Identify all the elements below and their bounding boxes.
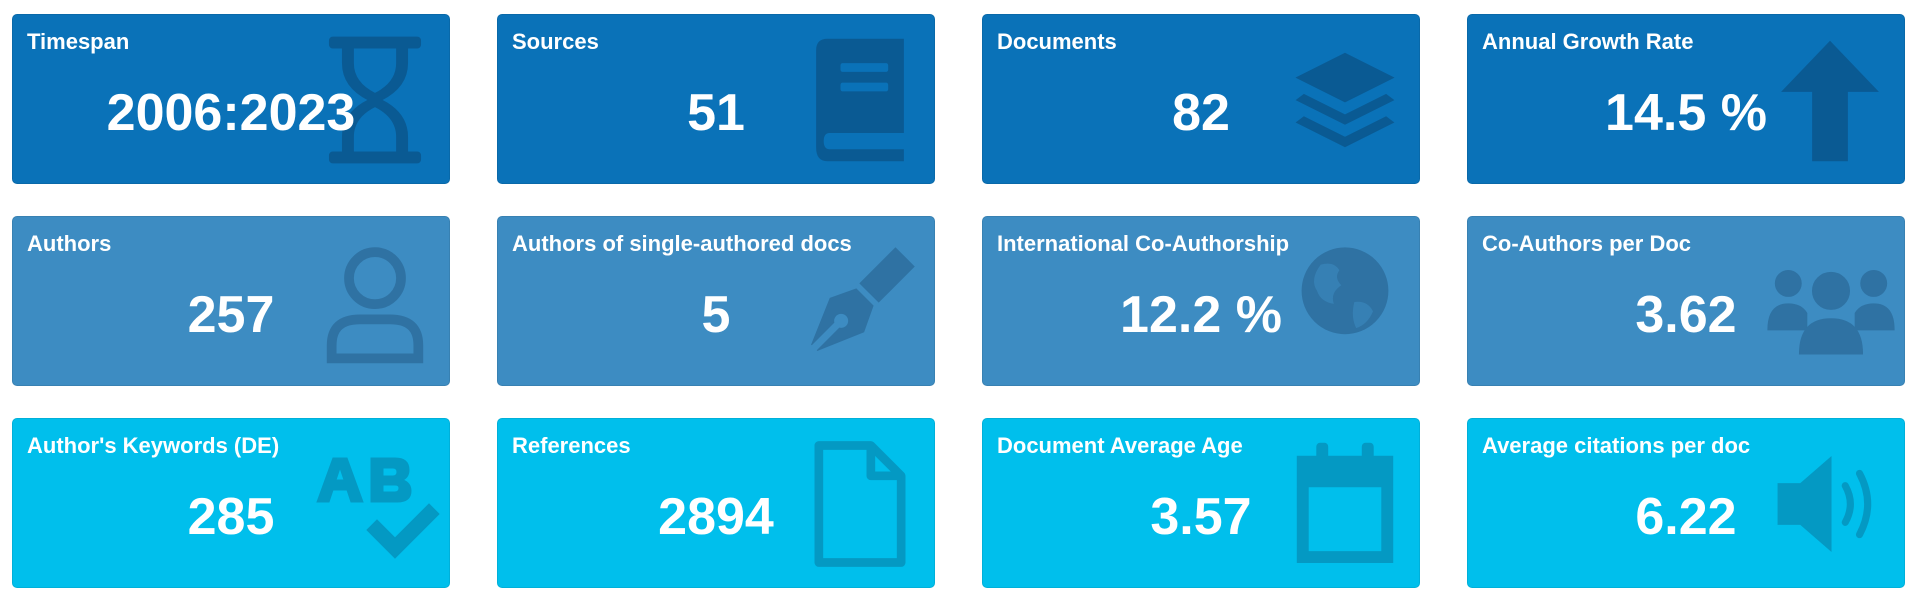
spell-check-icon	[311, 439, 441, 569]
card-label: Sources	[512, 29, 599, 54]
card-coauthors-per-doc: Co-Authors per Doc 3.62	[1467, 216, 1905, 386]
card-timespan: Timespan 2006:2023	[12, 14, 450, 184]
card-documents: Documents 82	[982, 14, 1420, 184]
card-label: Authors	[27, 231, 112, 256]
user-icon	[319, 237, 431, 367]
card-value: 82	[1172, 84, 1230, 142]
card-label: Author's Keywords (DE)	[27, 433, 280, 458]
card-label: Document Average Age	[997, 433, 1243, 458]
card-author-keywords: Author's Keywords (DE) 285	[12, 418, 450, 588]
card-annual-growth-rate: Annual Growth Rate 14.5 %	[1467, 14, 1905, 184]
card-single-authored: Authors of single-authored docs 5	[497, 216, 935, 386]
card-value: 14.5 %	[1605, 84, 1767, 142]
card-label: Timespan	[27, 29, 130, 54]
card-value: 51	[687, 84, 745, 142]
layers-icon	[1289, 35, 1401, 165]
card-value: 3.62	[1635, 286, 1737, 344]
card-value: 5	[701, 286, 731, 344]
card-value: 2894	[658, 488, 774, 546]
volume-icon	[1774, 439, 1886, 569]
file-icon	[804, 439, 916, 569]
arrow-up-icon	[1774, 35, 1886, 165]
card-label: Documents	[997, 29, 1117, 54]
card-value: 2006:2023	[106, 84, 356, 142]
card-average-citations: Average citations per doc 6.22	[1467, 418, 1905, 588]
calendar-icon	[1289, 439, 1401, 569]
card-label: International Co-Authorship	[997, 231, 1290, 256]
card-label: Co-Authors per Doc	[1482, 231, 1691, 256]
card-references: References 2894	[497, 418, 935, 588]
book-icon	[804, 35, 916, 165]
card-label: Annual Growth Rate	[1482, 29, 1694, 54]
card-value: 285	[187, 488, 275, 546]
hourglass-icon	[319, 35, 431, 165]
card-international-coauthorship: International Co-Authorship 12.2 %	[982, 216, 1420, 386]
globe-icon	[1289, 237, 1401, 367]
users-icon	[1766, 237, 1896, 367]
pen-nib-icon	[804, 237, 916, 367]
card-label: References	[512, 433, 631, 458]
card-value: 6.22	[1635, 488, 1737, 546]
card-document-average-age: Document Average Age 3.57	[982, 418, 1420, 588]
card-label: Authors of single-authored docs	[512, 231, 852, 256]
card-label: Average citations per doc	[1482, 433, 1751, 458]
card-value: 3.57	[1150, 488, 1252, 546]
card-authors: Authors 257	[12, 216, 450, 386]
card-value: 12.2 %	[1120, 286, 1282, 344]
card-value: 257	[187, 286, 275, 344]
card-sources: Sources 51	[497, 14, 935, 184]
